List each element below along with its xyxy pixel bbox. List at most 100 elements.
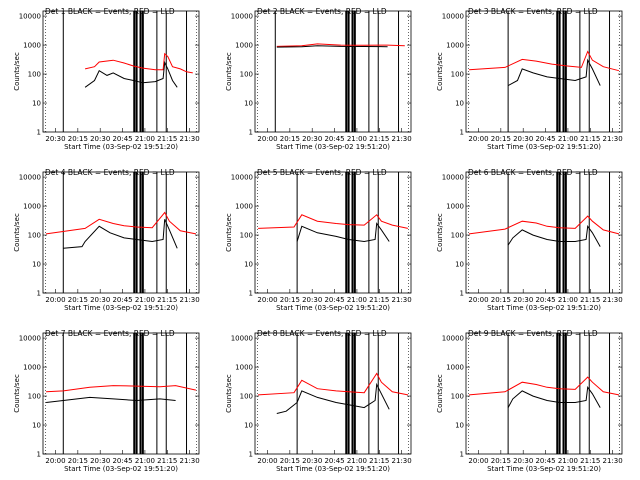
y-tick-label: 10 (244, 100, 253, 108)
x-tick-label: 20:45 (324, 135, 344, 143)
y-tick-label: 1000 (235, 203, 253, 211)
x-tick-label: 21:00 (135, 457, 155, 465)
y-tick-label: 1000 (446, 203, 464, 211)
x-tick-label: 21:30 (180, 135, 200, 143)
x-tick-label: 20:30 (90, 296, 110, 304)
y-tick-label: 10000 (19, 335, 41, 343)
y-tick-label: 10 (244, 422, 253, 430)
y-axis-label: Counts/sec (13, 52, 21, 91)
x-tick-label: 20:15 (491, 457, 511, 465)
x-tick-label: 20:30 (45, 135, 65, 143)
x-tick-label: 21:00 (135, 296, 155, 304)
events-series-line (507, 224, 601, 247)
x-tick-label: 20:00 (468, 457, 488, 465)
y-tick-label: 1 (460, 451, 464, 459)
y-tick-label: 1000 (235, 364, 253, 372)
x-tick-label: 21:00 (347, 135, 367, 143)
y-tick-label: 10 (455, 261, 464, 269)
plot-frame (254, 171, 412, 294)
x-axis-label: Start Time (03-Sep-02 19:51:20) (487, 304, 601, 312)
lld-series-line (258, 372, 408, 396)
x-tick-label: 20:30 (302, 457, 322, 465)
plot-frame (42, 171, 200, 294)
y-tick-label: 1 (37, 129, 41, 137)
panel-det-9: Det 9 BLACK = Events, RED = LLD 1 10 100 100… (436, 329, 623, 473)
y-tick-label: 1000 (235, 42, 253, 50)
x-tick-label: 21:00 (558, 135, 578, 143)
x-tick-label: 21:15 (369, 457, 389, 465)
x-tick-label: 20:30 (302, 135, 322, 143)
y-axis-label: Counts/sec (436, 213, 444, 252)
y-tick-label: 1 (37, 290, 41, 298)
x-tick-label: 20:00 (45, 296, 65, 304)
lld-series-line (46, 385, 197, 393)
x-tick-label: 20:30 (513, 135, 533, 143)
y-tick-label: 10 (455, 100, 464, 108)
y-tick-label: 10000 (442, 13, 464, 21)
events-series-line (276, 382, 390, 414)
plot-frame (254, 332, 412, 455)
y-tick-label: 10000 (442, 335, 464, 343)
x-tick-label: 20:00 (468, 135, 488, 143)
x-tick-label: 20:15 (280, 296, 300, 304)
x-tick-label: 21:15 (580, 135, 600, 143)
x-tick-label: 20:30 (90, 135, 110, 143)
x-tick-label: 20:15 (491, 135, 511, 143)
panel-title: Det 9 BLACK = Events, RED = LLD (468, 329, 598, 338)
lld-series-line (469, 376, 619, 396)
y-tick-label: 1 (37, 451, 41, 459)
lld-series-line (469, 215, 620, 235)
events-series-line (63, 219, 178, 249)
panel-title: Det 3 BLACK = Events, RED = LLD (468, 7, 598, 16)
x-tick-label: 20:45 (112, 457, 132, 465)
x-tick-label: 20:45 (535, 135, 555, 143)
x-tick-label: 21:15 (369, 296, 389, 304)
y-tick-label: 10000 (19, 174, 41, 182)
y-tick-label: 10000 (19, 13, 41, 21)
y-tick-label: 10 (32, 100, 41, 108)
lld-series-line (258, 214, 409, 229)
y-tick-label: 1000 (446, 364, 464, 372)
x-tick-label: 21:00 (558, 296, 578, 304)
x-tick-label: 21:15 (157, 135, 177, 143)
x-axis-label: Start Time (03-Sep-02 19:51:20) (276, 465, 390, 473)
y-tick-label: 1000 (23, 203, 41, 211)
x-tick-label: 20:30 (513, 296, 533, 304)
plot-frame (465, 332, 623, 455)
x-axis-label: Start Time (03-Sep-02 19:51:20) (487, 465, 601, 473)
x-tick-label: 21:30 (603, 135, 623, 143)
events-series-line (296, 222, 390, 243)
x-tick-label: 21:30 (180, 296, 200, 304)
x-tick-label: 21:30 (603, 296, 623, 304)
y-tick-label: 1000 (23, 364, 41, 372)
x-tick-label: 20:45 (324, 457, 344, 465)
panel-title: Det 5 BLACK = Events, RED = LLD (257, 168, 387, 177)
panel-det-7: Det 7 BLACK = Events, RED = LLD 1 10 100 100… (13, 329, 200, 473)
panel-title: Det 1 BLACK = Events, RED = LLD (45, 7, 175, 16)
panel-det-2: Det 2 BLACK = Events, RED = LLD 1 10 100 100… (225, 7, 412, 151)
x-tick-label: 21:15 (369, 135, 389, 143)
x-axis-label: Start Time (03-Sep-02 19:51:20) (64, 304, 178, 312)
x-tick-label: 20:15 (68, 296, 88, 304)
panel-det-4: Det 4 BLACK = Events, RED = LLD 1 10 100 100… (13, 168, 200, 312)
x-tick-label: 20:15 (280, 457, 300, 465)
y-tick-label: 10000 (442, 174, 464, 182)
x-tick-label: 20:30 (90, 457, 110, 465)
x-tick-label: 20:45 (324, 296, 344, 304)
x-axis-label: Start Time (03-Sep-02 19:51:20) (276, 304, 390, 312)
x-tick-label: 21:00 (347, 296, 367, 304)
x-tick-label: 20:15 (68, 457, 88, 465)
y-axis-label: Counts/sec (225, 213, 233, 252)
events-series-line (276, 45, 388, 48)
x-axis-label: Start Time (03-Sep-02 19:51:20) (487, 143, 601, 151)
x-tick-label: 20:15 (280, 135, 300, 143)
y-tick-label: 10 (244, 261, 253, 269)
y-tick-label: 1 (249, 451, 253, 459)
x-tick-label: 21:00 (347, 457, 367, 465)
y-tick-label: 1 (460, 290, 464, 298)
x-tick-label: 21:00 (135, 135, 155, 143)
panel-title: Det 4 BLACK = Events, RED = LLD (45, 168, 175, 177)
panel-det-3: Det 3 BLACK = Events, RED = LLD 1 10 100 100… (436, 7, 623, 151)
y-tick-label: 100 (28, 393, 41, 401)
